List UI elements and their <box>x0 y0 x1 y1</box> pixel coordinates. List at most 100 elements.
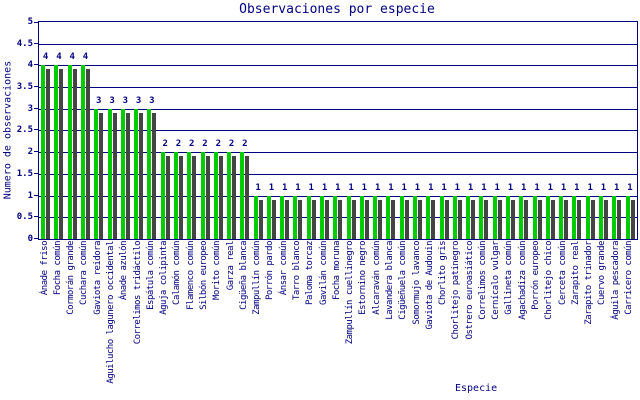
x-tick-label: Ostrero euroasiático <box>464 241 475 340</box>
bar <box>492 196 497 239</box>
bar <box>625 196 630 239</box>
y-tick-mark <box>34 64 38 65</box>
bar-slot: 2 <box>198 22 211 239</box>
bar-slot: 3 <box>145 22 158 239</box>
bar <box>399 196 404 239</box>
bar-shadow <box>258 200 263 239</box>
bar <box>426 196 431 239</box>
x-label-cell: Correlimos tridáctilo <box>131 241 144 397</box>
bar-shadow <box>205 156 210 239</box>
y-tick-mark <box>34 151 38 152</box>
bar-shadow <box>351 200 356 239</box>
y-axis-title: Numero de observaciones <box>2 60 14 200</box>
bar <box>505 196 510 239</box>
bar-value-label: 1 <box>295 183 301 193</box>
bar-shadow <box>404 200 409 239</box>
x-label-cell: Gallineta común <box>503 241 516 397</box>
x-tick-label: Alcaraván común <box>371 241 382 315</box>
y-tick-label: 0.5 <box>16 212 33 222</box>
bar <box>532 196 537 239</box>
bar-value-label: 1 <box>600 183 607 193</box>
bar-value-label: 3 <box>96 96 102 106</box>
bar-slot: 4 <box>39 22 52 239</box>
bar-slot: 1 <box>623 22 636 239</box>
x-tick-label: Gavilán común <box>318 241 329 305</box>
x-label-cell: Agachadiza común <box>516 241 529 397</box>
x-axis-title: Especie <box>455 383 498 394</box>
bar <box>359 196 364 239</box>
x-tick-label: Cigüeñuela común <box>398 241 409 320</box>
bar-value-label: 1 <box>401 183 407 193</box>
y-tick-label: 4 <box>27 60 33 70</box>
bar <box>306 196 311 239</box>
bar-shadow <box>418 200 423 239</box>
bar-slot: 3 <box>92 22 105 239</box>
bar-value-label: 1 <box>308 183 314 193</box>
bar <box>54 65 59 239</box>
x-tick-label: Cuervo grande <box>597 241 608 305</box>
x-label-cell: Cigüeña blanca <box>237 241 250 397</box>
bar-value-label: 1 <box>614 183 620 193</box>
gridline <box>39 44 637 45</box>
bar-value-label: 1 <box>255 183 261 193</box>
bar-slot: 1 <box>331 22 344 239</box>
x-label-cell: Focha moruna <box>330 241 343 397</box>
y-tick-mark <box>34 129 38 130</box>
bar-slot: 1 <box>451 22 464 239</box>
bar-slot: 2 <box>225 22 238 239</box>
x-tick-label: Cernícalo vulgar <box>491 241 502 320</box>
x-label-cell: Correlimos común <box>476 241 489 397</box>
bar-shadow <box>338 200 343 239</box>
gridline <box>39 130 637 131</box>
bar <box>107 109 112 239</box>
bar-value-label: 2 <box>228 139 235 149</box>
bar-shadow <box>59 69 64 239</box>
bar <box>585 196 590 239</box>
x-tick-label: Somormujo lavanco <box>411 241 422 325</box>
x-label-cell: Cigüeñuela común <box>397 241 410 397</box>
bar-slot: 4 <box>52 22 65 239</box>
bar-slot: 1 <box>530 22 543 239</box>
bar-value-label: 1 <box>494 183 500 193</box>
bar <box>187 152 192 239</box>
x-label-cell: Aguja colipinta <box>158 241 171 397</box>
bar-slot: 4 <box>66 22 79 239</box>
bar-slot: 1 <box>371 22 384 239</box>
x-tick-label: Cuchara común <box>79 241 90 305</box>
x-label-cell: Chorlitejo chico <box>543 241 556 397</box>
bar-slot: 1 <box>610 22 623 239</box>
x-label-cell: Alcaraván común <box>370 241 383 397</box>
x-tick-label: Lavandera blanca <box>384 241 395 320</box>
x-tick-label: Correlimos común <box>477 241 488 320</box>
bar-value-label: 1 <box>521 183 527 193</box>
y-tick-mark <box>34 22 38 23</box>
x-label-cell: Zarapito trinador <box>583 241 596 397</box>
bar-shadow <box>99 113 104 239</box>
bar-value-label: 1 <box>587 183 593 193</box>
y-tick-mark <box>34 86 38 87</box>
bar-value-label: 3 <box>109 96 115 106</box>
x-label-cell: Cuchara común <box>78 241 91 397</box>
x-tick-label: Chorlito gris <box>438 241 449 305</box>
x-tick-label: Gaviota reidora <box>92 241 103 315</box>
bar <box>41 65 46 239</box>
chart-title: Observaciones por especie <box>239 2 435 17</box>
x-label-cell: Estornino negro <box>357 241 370 397</box>
bar-shadow <box>245 156 250 239</box>
bar-shadow <box>577 200 582 239</box>
gridline <box>39 109 637 110</box>
bar-slot: 2 <box>185 22 198 239</box>
bar-value-label: 1 <box>414 183 421 193</box>
gridline <box>39 87 637 88</box>
bar-shadow <box>112 113 117 239</box>
x-label-cell: Espátula común <box>144 241 157 397</box>
x-label-cell: Flamenco común <box>184 241 197 397</box>
bar-shadow <box>590 200 595 239</box>
x-label-cell: Silbón europeo <box>197 241 210 397</box>
x-label-cell: Calamón común <box>171 241 184 397</box>
gridline <box>39 217 637 218</box>
bar-shadow <box>630 200 635 239</box>
bar-value-label: 1 <box>374 183 381 193</box>
y-tick-mark <box>34 238 38 239</box>
bar-slot: 1 <box>597 22 610 239</box>
